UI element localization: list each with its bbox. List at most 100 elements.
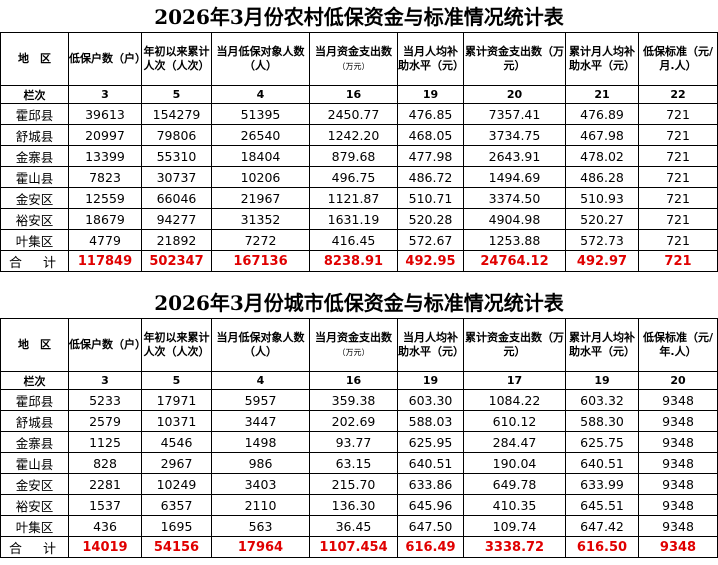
total-row: 合 计 14019 54156 17964 1107.454 616.49 33… [0,536,718,558]
region-cell: 金寨县 [0,431,69,453]
data-cell: 603.32 [565,389,639,411]
table-row: 霍邱县 39613 154279 51395 2450.77 476.85 73… [0,103,718,125]
data-cell: 4904.98 [463,208,566,230]
data-cell: 10206 [211,166,310,188]
data-cell: 1242.20 [309,124,398,146]
colnum-cell: 16 [309,85,398,104]
data-cell: 39613 [68,103,142,125]
table-row: 霍山县 828 2967 986 63.15 640.51 190.04 640… [0,452,718,474]
data-cell: 520.28 [397,208,464,230]
data-cell: 721 [638,208,718,230]
total-cell: 24764.12 [463,250,566,272]
table-row: 金寨县 13399 55310 18404 879.68 477.98 2643… [0,145,718,167]
data-cell: 625.95 [397,431,464,453]
header-monthly-persons: 当月低保对象人数（人） [211,32,310,86]
data-cell: 721 [638,145,718,167]
total-cell: 17964 [211,536,310,558]
data-cell: 603.30 [397,389,464,411]
header-monthly-spend-unit: （万元） [337,347,370,357]
data-cell: 20997 [68,124,142,146]
region-cell: 舒城县 [0,124,69,146]
data-cell: 9348 [638,515,718,537]
data-cell: 640.51 [397,452,464,474]
data-cell: 55310 [141,145,212,167]
data-cell: 468.05 [397,124,464,146]
data-cell: 10249 [141,473,212,495]
data-cell: 94277 [141,208,212,230]
data-cell: 721 [638,229,718,251]
data-cell: 93.77 [309,431,398,453]
data-cell: 986 [211,452,310,474]
header-cumulative-avg: 累计月人均补助水平（元） [565,32,639,86]
data-cell: 7357.41 [463,103,566,125]
urban-header-row: 地 区 低保户数（户） 年初以来累计人次（人次） 当月低保对象人数（人） 当月资… [0,318,718,372]
colnum-label: 栏次 [0,371,69,390]
header-cumulative-persons: 年初以来累计人次（人次） [141,318,212,372]
data-cell: 645.51 [565,494,639,516]
total-cell: 8238.91 [309,250,398,272]
rural-header-row: 地 区 低保户数（户） 年初以来累计人次（人次） 当月低保对象人数（人） 当月资… [0,32,718,86]
data-cell: 649.78 [463,473,566,495]
region-cell: 金安区 [0,187,69,209]
data-cell: 476.89 [565,103,639,125]
data-cell: 410.35 [463,494,566,516]
header-households: 低保户数（户） [68,318,142,372]
table-row: 金安区 12559 66046 21967 1121.87 510.71 337… [0,187,718,209]
data-cell: 486.72 [397,166,464,188]
data-cell: 26540 [211,124,310,146]
header-monthly-spend: 当月资金支出数 （万元） [309,318,398,372]
header-standard: 低保标准（元/月.人） [638,32,718,86]
data-cell: 9348 [638,473,718,495]
data-cell: 633.99 [565,473,639,495]
data-cell: 3403 [211,473,310,495]
colnum-cell: 5 [141,371,212,390]
data-cell: 31352 [211,208,310,230]
header-cumulative-spend: 累计资金支出数（万元） [463,318,566,372]
urban-table-title: 2026年3月份城市低保资金与标准情况统计表 [154,291,564,315]
total-cell: 54156 [141,536,212,558]
total-label: 合 计 [0,536,69,558]
data-cell: 6357 [141,494,212,516]
data-cell: 2579 [68,410,142,432]
header-monthly-spend-label: 当月资金支出数 [315,44,392,58]
data-cell: 3734.75 [463,124,566,146]
table-row: 霍邱县 5233 17971 5957 359.38 603.30 1084.2… [0,389,718,411]
data-cell: 572.67 [397,229,464,251]
data-cell: 520.27 [565,208,639,230]
data-cell: 647.50 [397,515,464,537]
data-cell: 2110 [211,494,310,516]
table-row: 裕安区 18679 94277 31352 1631.19 520.28 490… [0,208,718,230]
colnum-cell: 20 [638,371,718,390]
data-cell: 510.71 [397,187,464,209]
table-row: 叶集区 436 1695 563 36.45 647.50 109.74 647… [0,515,718,537]
total-cell: 1107.454 [309,536,398,558]
data-cell: 1494.69 [463,166,566,188]
data-cell: 1084.22 [463,389,566,411]
header-cumulative-persons: 年初以来累计人次（人次） [141,32,212,86]
data-cell: 9348 [638,431,718,453]
colnum-cell: 19 [565,371,639,390]
data-cell: 21892 [141,229,212,251]
colnum-cell: 16 [309,371,398,390]
total-cell: 492.97 [565,250,639,272]
data-cell: 10371 [141,410,212,432]
region-cell: 霍山县 [0,452,69,474]
region-cell: 霍山县 [0,166,69,188]
colnum-cell: 17 [463,371,566,390]
data-cell: 66046 [141,187,212,209]
rural-table: 地 区 低保户数（户） 年初以来累计人次（人次） 当月低保对象人数（人） 当月资… [0,32,718,272]
data-cell: 202.69 [309,410,398,432]
header-monthly-persons: 当月低保对象人数（人） [211,318,310,372]
data-cell: 2643.91 [463,145,566,167]
data-cell: 63.15 [309,452,398,474]
data-cell: 1537 [68,494,142,516]
data-cell: 4546 [141,431,212,453]
colnum-cell: 19 [397,371,464,390]
data-cell: 647.42 [565,515,639,537]
data-cell: 1253.88 [463,229,566,251]
total-cell: 117849 [68,250,142,272]
data-cell: 721 [638,166,718,188]
data-cell: 9348 [638,452,718,474]
data-cell: 496.75 [309,166,398,188]
data-cell: 563 [211,515,310,537]
